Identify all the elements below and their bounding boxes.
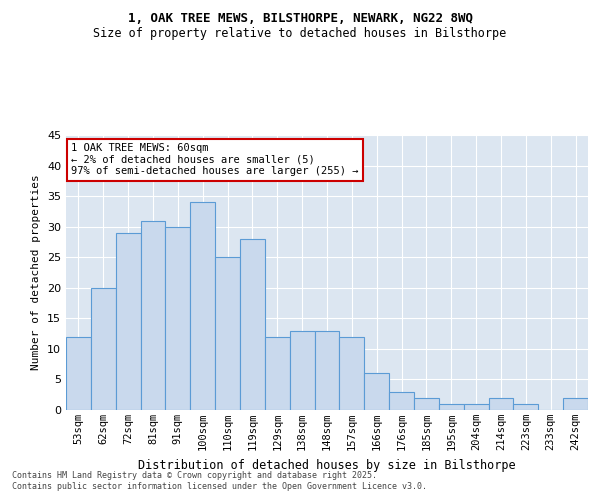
Bar — [414, 398, 439, 410]
Bar — [563, 398, 588, 410]
Bar — [290, 330, 314, 410]
Bar — [265, 336, 290, 410]
Bar — [314, 330, 340, 410]
Bar — [340, 336, 364, 410]
Bar — [215, 257, 240, 410]
Bar — [439, 404, 464, 410]
Bar — [116, 233, 140, 410]
Text: 1, OAK TREE MEWS, BILSTHORPE, NEWARK, NG22 8WQ: 1, OAK TREE MEWS, BILSTHORPE, NEWARK, NG… — [128, 12, 473, 26]
Bar — [514, 404, 538, 410]
Bar — [140, 220, 166, 410]
Bar — [66, 336, 91, 410]
Bar — [488, 398, 514, 410]
Text: Contains HM Land Registry data © Crown copyright and database right 2025.: Contains HM Land Registry data © Crown c… — [12, 470, 377, 480]
Bar — [389, 392, 414, 410]
Text: Contains public sector information licensed under the Open Government Licence v3: Contains public sector information licen… — [12, 482, 427, 491]
Bar — [464, 404, 488, 410]
Bar — [190, 202, 215, 410]
Bar — [240, 239, 265, 410]
Bar — [364, 374, 389, 410]
Bar — [91, 288, 116, 410]
Y-axis label: Number of detached properties: Number of detached properties — [31, 174, 41, 370]
Bar — [166, 226, 190, 410]
Text: Size of property relative to detached houses in Bilsthorpe: Size of property relative to detached ho… — [94, 28, 506, 40]
X-axis label: Distribution of detached houses by size in Bilsthorpe: Distribution of detached houses by size … — [138, 458, 516, 471]
Text: 1 OAK TREE MEWS: 60sqm
← 2% of detached houses are smaller (5)
97% of semi-detac: 1 OAK TREE MEWS: 60sqm ← 2% of detached … — [71, 143, 359, 176]
